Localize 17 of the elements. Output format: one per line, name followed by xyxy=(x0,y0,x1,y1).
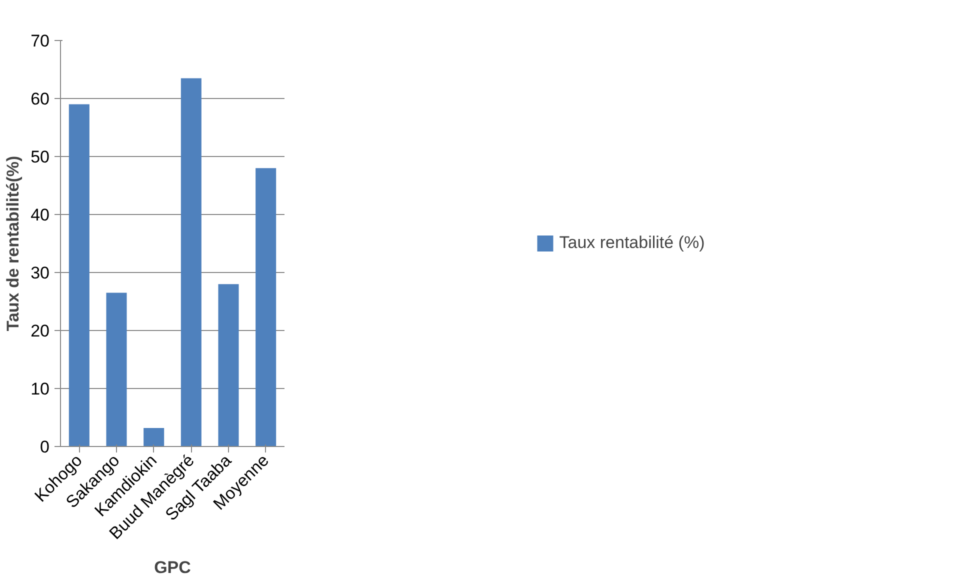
y-tick-label: 50 xyxy=(30,148,50,166)
bar xyxy=(180,78,202,446)
bar xyxy=(106,292,127,446)
bar xyxy=(256,168,276,446)
bar xyxy=(144,428,164,446)
y-tick-label: 30 xyxy=(30,264,50,282)
y-tick-label: 60 xyxy=(30,90,50,108)
y-tick-label: 20 xyxy=(30,322,50,340)
legend-label: Taux rentabilité (%) xyxy=(559,233,705,253)
bar xyxy=(68,104,90,446)
y-axis-title: Taux de rentabilité(%) xyxy=(4,156,23,332)
y-tick-label: 70 xyxy=(30,32,50,50)
bar xyxy=(218,284,239,446)
x-axis-title: GPC xyxy=(154,558,191,577)
y-tick-label: 40 xyxy=(30,206,50,224)
y-tick-label: 10 xyxy=(30,380,50,398)
y-tick-label: 0 xyxy=(40,438,50,456)
